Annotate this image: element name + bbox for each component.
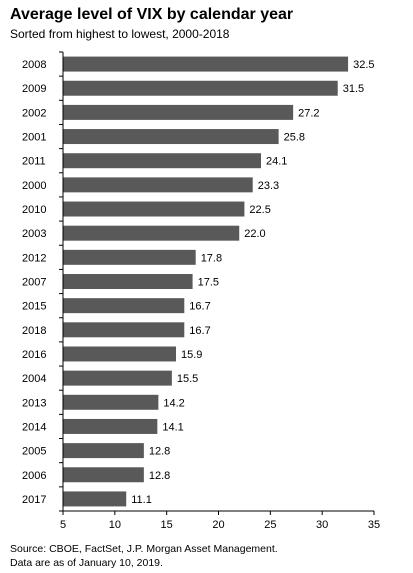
value-label-2011: 24.1 bbox=[266, 156, 287, 168]
x-tick-label-10: 10 bbox=[109, 519, 121, 531]
bar-2006 bbox=[63, 467, 144, 483]
category-label-2003: 2003 bbox=[22, 228, 46, 240]
x-tick-label-5: 5 bbox=[60, 519, 66, 531]
bar-2011 bbox=[63, 153, 262, 169]
x-tick-label-15: 15 bbox=[161, 519, 173, 531]
value-label-2002: 27.2 bbox=[298, 107, 319, 119]
bar-2018 bbox=[63, 322, 185, 338]
category-label-2005: 2005 bbox=[22, 446, 46, 458]
category-label-2009: 2009 bbox=[22, 83, 46, 95]
category-label-2000: 2000 bbox=[22, 180, 46, 192]
value-label-2003: 22.0 bbox=[244, 228, 265, 240]
bar-2012 bbox=[63, 249, 196, 265]
value-label-2010: 22.5 bbox=[249, 204, 270, 216]
value-label-2000: 23.3 bbox=[258, 180, 279, 192]
value-label-2017: 11.1 bbox=[131, 494, 152, 506]
bar-2004 bbox=[63, 370, 172, 386]
x-tick-label-25: 25 bbox=[264, 519, 276, 531]
category-label-2008: 2008 bbox=[22, 59, 46, 71]
value-label-2018: 16.7 bbox=[189, 325, 210, 337]
value-label-2012: 17.8 bbox=[201, 252, 222, 264]
data-date-note: Data are as of January 10, 2019. bbox=[10, 557, 163, 569]
x-tick-label-20: 20 bbox=[212, 519, 224, 531]
bar-2010 bbox=[63, 201, 245, 217]
bar-2001 bbox=[63, 129, 279, 145]
source-note: Source: CBOE, FactSet, J.P. Morgan Asset… bbox=[10, 543, 278, 555]
bar-2015 bbox=[63, 298, 185, 314]
value-label-2009: 31.5 bbox=[343, 83, 364, 95]
category-label-2001: 2001 bbox=[22, 132, 46, 144]
category-label-2012: 2012 bbox=[22, 252, 46, 264]
category-label-2018: 2018 bbox=[22, 325, 46, 337]
category-label-2004: 2004 bbox=[22, 373, 46, 385]
category-label-2010: 2010 bbox=[22, 204, 46, 216]
category-label-2007: 2007 bbox=[22, 277, 46, 289]
category-label-2002: 2002 bbox=[22, 107, 46, 119]
value-label-2014: 14.1 bbox=[162, 421, 183, 433]
value-label-2001: 25.8 bbox=[284, 132, 305, 144]
bar-2009 bbox=[63, 80, 338, 96]
value-label-2013: 14.2 bbox=[163, 397, 184, 409]
chart-footer: Source: CBOE, FactSet, J.P. Morgan Asset… bbox=[10, 542, 278, 570]
bar-2003 bbox=[63, 225, 240, 241]
value-label-2008: 32.5 bbox=[353, 59, 374, 71]
value-label-2016: 15.9 bbox=[181, 349, 202, 361]
bar-2013 bbox=[63, 394, 159, 410]
bar-2008 bbox=[63, 56, 349, 72]
bar-2017 bbox=[63, 491, 127, 507]
value-label-2004: 15.5 bbox=[177, 373, 198, 385]
category-label-2006: 2006 bbox=[22, 470, 46, 482]
value-label-2006: 12.8 bbox=[149, 470, 170, 482]
category-label-2013: 2013 bbox=[22, 397, 46, 409]
bar-2002 bbox=[63, 104, 294, 120]
category-label-2011: 2011 bbox=[22, 156, 46, 168]
bar-2014 bbox=[63, 418, 158, 434]
bar-2016 bbox=[63, 346, 176, 362]
chart-subtitle: Sorted from highest to lowest, 2000-2018 bbox=[10, 27, 230, 41]
category-label-2015: 2015 bbox=[22, 301, 46, 313]
bar-2000 bbox=[63, 177, 253, 193]
value-label-2005: 12.8 bbox=[149, 446, 170, 458]
x-tick-label-35: 35 bbox=[368, 519, 380, 531]
value-label-2007: 17.5 bbox=[198, 277, 219, 289]
category-label-2014: 2014 bbox=[22, 421, 46, 433]
category-label-2016: 2016 bbox=[22, 349, 46, 361]
x-tick-label-30: 30 bbox=[316, 519, 328, 531]
bar-2005 bbox=[63, 443, 144, 459]
value-label-2015: 16.7 bbox=[189, 301, 210, 313]
bar-2007 bbox=[63, 274, 193, 289]
chart-title: Average level of VIX by calendar year bbox=[10, 6, 294, 23]
category-label-2017: 2017 bbox=[22, 494, 46, 506]
